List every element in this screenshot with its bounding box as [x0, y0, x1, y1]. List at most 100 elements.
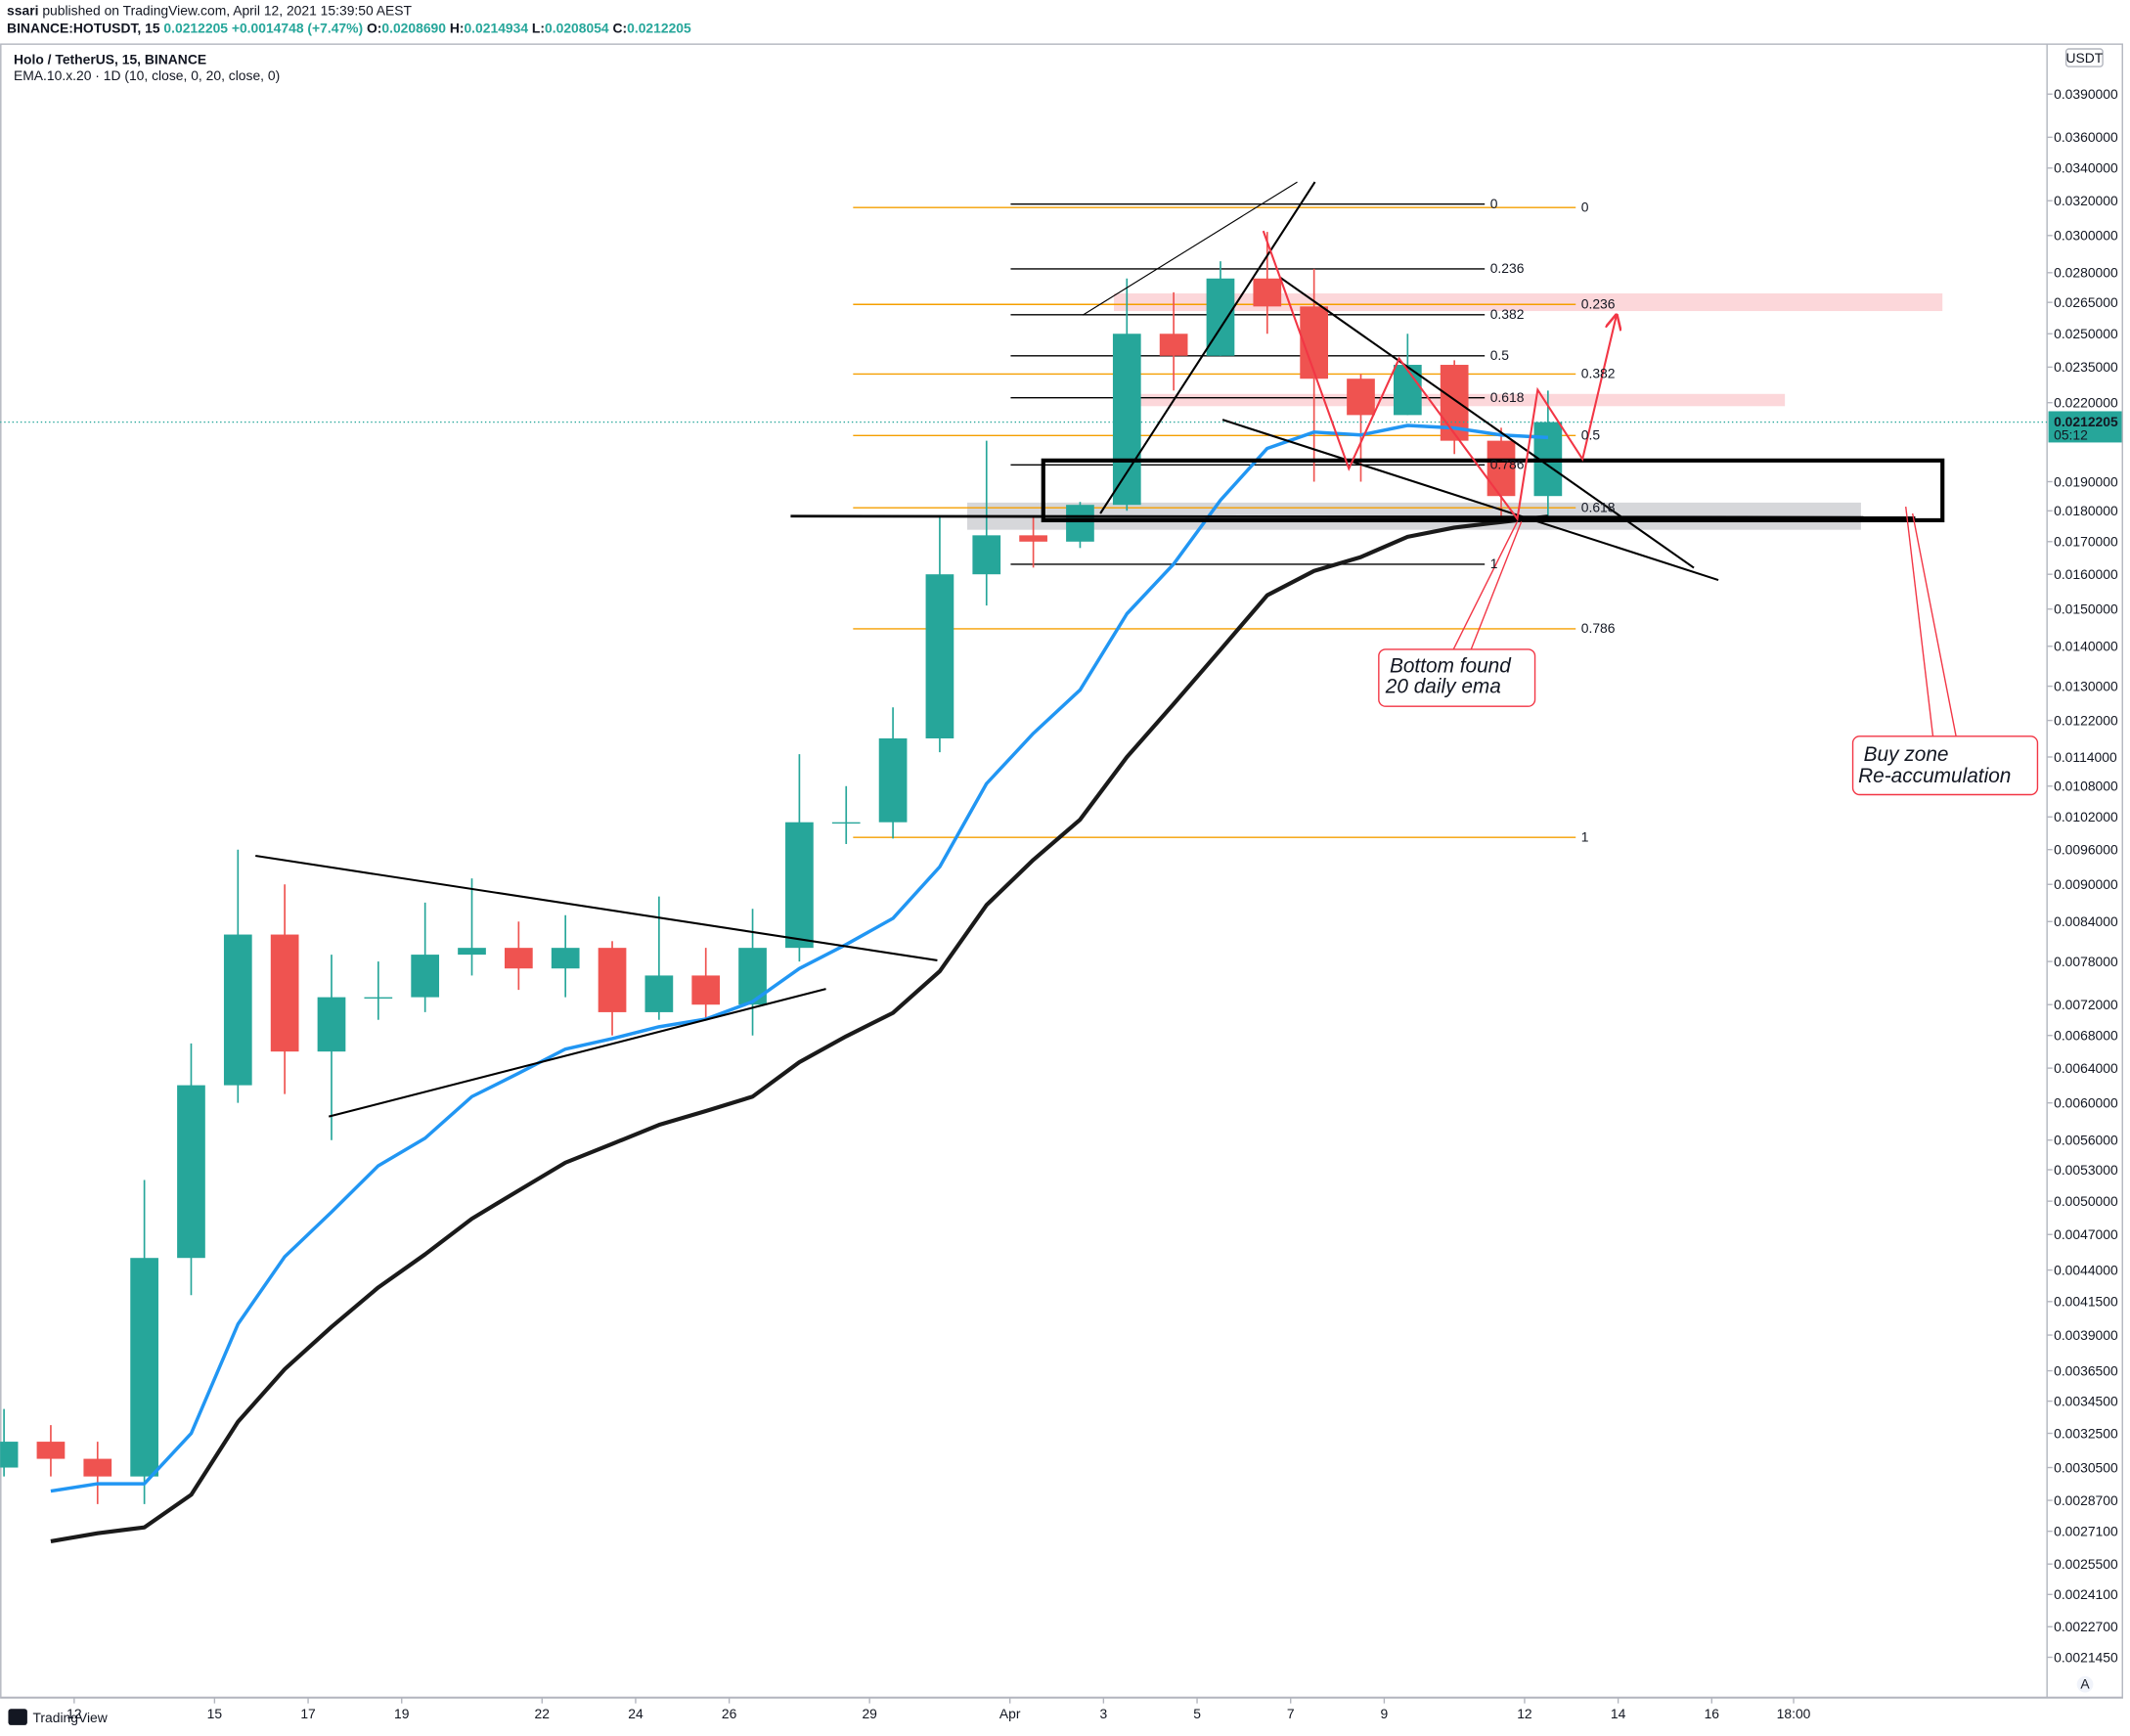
annotation: Bottom found: [1390, 655, 1512, 678]
y-tick-label: 0.0235000: [2054, 359, 2118, 375]
last-price-label: 0.0212205: [2054, 414, 2118, 429]
fib-label: 0.236: [1581, 295, 1616, 311]
y-tick-label: 0.0220000: [2054, 395, 2118, 411]
y-tick-label: 0.0050000: [2054, 1193, 2118, 1209]
fib-label: 0.786: [1490, 457, 1525, 472]
ema-line: [50, 514, 1549, 1544]
trend-line: [255, 854, 938, 961]
trend-line: [1099, 181, 1316, 514]
fib-label: 1: [1490, 556, 1498, 571]
ohlc-label: O:: [367, 20, 381, 35]
callout-line: [1911, 512, 1957, 736]
currency-badge[interactable]: [2064, 48, 2104, 67]
auto-scale-label: A: [2080, 1675, 2090, 1691]
logo: [8, 1709, 27, 1725]
fib-label: 0.236: [1490, 260, 1525, 276]
y-tick-label: 0.0047000: [2054, 1226, 2118, 1242]
candle-body: [598, 948, 627, 1012]
candle-body: [925, 574, 954, 738]
x-tick-label: 17: [300, 1706, 316, 1721]
x-tick-label: 22: [535, 1706, 551, 1721]
fib-label: 1: [1581, 828, 1589, 844]
x-tick-label: 12: [1517, 1706, 1532, 1721]
callout-line: [1470, 521, 1523, 650]
x-tick-label: 7: [1287, 1706, 1295, 1721]
y-tick-label: 0.0140000: [2054, 639, 2118, 654]
candle-body: [1300, 306, 1329, 379]
frame: [0, 43, 2123, 1699]
y-tick-label: 0.0108000: [2054, 779, 2118, 794]
ohlc-label: H:: [450, 20, 465, 35]
candle-body: [504, 948, 533, 969]
y-tick-label: 0.0180000: [2054, 503, 2118, 518]
y-tick-label: 0.0122000: [2054, 712, 2118, 728]
author: ssari: [7, 2, 38, 18]
y-tick-label: 0.0250000: [2054, 326, 2118, 341]
y-tick-label: 0.0340000: [2054, 160, 2118, 176]
y-tick-label: 0.0190000: [2054, 473, 2118, 489]
fib-label: 0.5: [1490, 347, 1510, 363]
x-tick-label: 19: [394, 1706, 410, 1721]
candle-body: [177, 1085, 205, 1259]
x-tick-label: 26: [722, 1706, 737, 1721]
chart-subtitle: EMA.10.x.20 · 1D (10, close, 0, 20, clos…: [14, 67, 280, 83]
candle-body: [785, 822, 814, 949]
candle-body: [317, 997, 346, 1052]
candle-body: [83, 1458, 112, 1477]
y-tick-label: 0.0056000: [2054, 1133, 2118, 1148]
candle-body: [691, 975, 721, 1005]
last-price-tag: [2048, 411, 2122, 443]
ohlc-label: L:: [532, 20, 545, 35]
candle-body: [551, 948, 580, 969]
candle-body: [1159, 334, 1188, 356]
auto-scale-button[interactable]: [2076, 1675, 2094, 1693]
y-tick-label: 0.0390000: [2054, 86, 2118, 102]
countdown: 05:12: [2054, 427, 2088, 443]
y-tick-label: 0.0028700: [2054, 1492, 2118, 1508]
x-tick-label: 12: [67, 1706, 82, 1721]
header-line: ssari published on TradingView.com, Apri…: [7, 2, 412, 18]
y-tick-label: 0.0025500: [2054, 1556, 2118, 1572]
candle-body: [411, 955, 440, 998]
currency: USDT: [2065, 50, 2103, 66]
projection-path: [1262, 230, 1617, 522]
fib-label: 0.382: [1581, 366, 1616, 381]
callout-line: [1905, 506, 1934, 736]
fib-label: 0: [1581, 199, 1589, 214]
x-tick-label: Apr: [999, 1706, 1021, 1721]
callout-box: [1378, 648, 1536, 707]
change: +0.0014748 (+7.47%): [232, 20, 363, 35]
y-tick-label: 0.0084000: [2054, 913, 2118, 929]
trend-line: [1082, 181, 1298, 316]
fib-label: 0.786: [1581, 620, 1616, 636]
ema-line: [50, 423, 1548, 1493]
fib-label: 0.382: [1490, 306, 1525, 322]
x-tick-label: 9: [1381, 1706, 1389, 1721]
drawings: [255, 181, 2039, 1118]
y-tick-label: 0.0030500: [2054, 1459, 2118, 1475]
ohlc-value: 0.0212205: [627, 20, 691, 35]
candle-body: [878, 737, 908, 823]
quote-line: BINANCE:HOTUSDT, 15 0.0212205 +0.0014748…: [7, 20, 691, 35]
annotation: Buy zone: [1864, 743, 1949, 766]
x-tick-label: 18:00: [1777, 1706, 1811, 1721]
y-tick-label: 0.0053000: [2054, 1162, 2118, 1178]
candle-body: [1393, 365, 1422, 416]
y-tick-label: 0.0068000: [2054, 1028, 2118, 1044]
y-tick-label: 0.0039000: [2054, 1327, 2118, 1343]
candle-body: [1253, 278, 1282, 307]
fib-label: 0.618: [1581, 499, 1616, 514]
y-tick-label: 0.0160000: [2054, 566, 2118, 582]
y-tick-label: 0.0096000: [2054, 842, 2118, 858]
y-tick-label: 0.0022700: [2054, 1619, 2118, 1634]
ohlc-value: 0.0208054: [545, 20, 609, 35]
x-tick-label: 16: [1705, 1706, 1720, 1721]
chart-title: Holo / TetherUS, 15, BINANCE: [14, 51, 206, 67]
brand: TradingView: [32, 1710, 108, 1725]
callout-box: [1851, 735, 2039, 796]
annotation: 20 daily ema: [1385, 675, 1501, 697]
y-tick-label: 0.0072000: [2054, 997, 2118, 1012]
ohlc-label: C:: [612, 20, 627, 35]
